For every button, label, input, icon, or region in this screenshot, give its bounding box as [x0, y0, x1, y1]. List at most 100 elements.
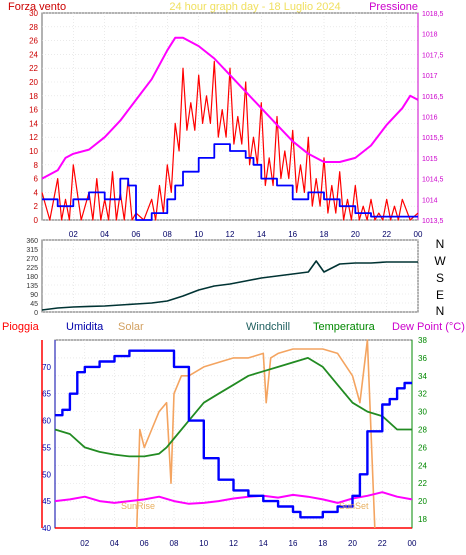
y-tick-label-left: 24 — [29, 50, 38, 59]
y-tick-label-left: 18 — [29, 92, 38, 101]
x-tick-label: 16 — [289, 539, 298, 548]
y-tick-label-left: 60 — [42, 417, 51, 426]
panel-temp-right-axis: 18 20 22 24 26 28 30 32 34 36 38 — [411, 336, 427, 528]
dir-label-n-top: N — [436, 237, 445, 251]
dir-label-s: S — [436, 271, 444, 285]
panel-direction-series — [41, 260, 418, 311]
x-tick-label: 18 — [318, 539, 327, 548]
y-tick-label-right: 22 — [418, 479, 427, 488]
y-tick-label-right: 30 — [418, 408, 427, 417]
center-title: 24 hour graph day - 18 Luglio 2024 — [169, 1, 340, 13]
y-tick-label-left: 12 — [29, 133, 38, 142]
y-tick-label-right: 38 — [418, 336, 427, 345]
y-tick-label-left: 10 — [29, 147, 38, 156]
y-tick-label-left: 40 — [42, 524, 51, 533]
x-tick-label: 20 — [351, 230, 360, 239]
x-tick-label: 10 — [199, 539, 208, 548]
panel-temp-annotations: SunRise SunSet — [121, 501, 369, 511]
right-title: Pressione — [369, 1, 418, 13]
series-wind-direction — [41, 260, 418, 311]
dir-label-w: W — [434, 254, 446, 268]
series-humidity — [55, 349, 412, 519]
y-tick-label-left: 50 — [42, 470, 51, 479]
y-tick-label-right: 1014,5 — [422, 177, 444, 184]
y-tick-label-right: 20 — [418, 497, 427, 506]
sunrise-label: SunRise — [121, 501, 155, 511]
dir-label-n-bottom: N — [436, 304, 445, 318]
y-tick-label-right: 1018,5 — [422, 11, 444, 18]
x-tick-label: 06 — [140, 539, 149, 548]
y-tick-label-right: 1015 — [422, 156, 438, 163]
y-tick-label-left: 135 — [26, 283, 38, 290]
y-tick-label-right: 26 — [418, 443, 427, 452]
panel-temp-x-axis: 02 04 06 08 10 12 14 16 18 20 22 00 — [80, 539, 417, 548]
x-tick-label: 20 — [348, 539, 357, 548]
y-tick-label-right: 1016 — [422, 115, 438, 122]
legend-dewpoint: Dew Point (°C) — [392, 321, 465, 333]
panel-temp-left-axis: 40 45 50 55 60 65 70 — [42, 340, 56, 533]
panel-direction-compass-labels: N W S E N — [434, 237, 446, 318]
y-tick-label-left: 8 — [34, 161, 39, 170]
left-title: Forza vento — [8, 1, 66, 13]
series-solar — [136, 339, 376, 529]
x-tick-label: 04 — [100, 230, 109, 239]
y-tick-label-left: 315 — [26, 247, 38, 254]
x-tick-label: 00 — [408, 539, 417, 548]
y-tick-label-right: 24 — [418, 461, 427, 470]
panel-wind-series — [41, 36, 419, 221]
x-tick-label: 08 — [163, 230, 172, 239]
y-tick-label-right: 1015,5 — [422, 135, 444, 142]
y-tick-label-right: 18 — [418, 515, 427, 524]
x-tick-label: 06 — [132, 230, 141, 239]
x-tick-label: 10 — [194, 230, 203, 239]
y-tick-label-left: 28 — [29, 23, 38, 32]
y-tick-label-left: 30 — [29, 9, 38, 18]
y-tick-label-left: 45 — [30, 301, 38, 308]
panel-temp-series — [54, 339, 413, 529]
x-tick-label: 14 — [259, 539, 268, 548]
legend-temperatura: Temperatura — [313, 321, 376, 333]
dir-label-e: E — [436, 288, 444, 302]
panel-temp-legend: Pioggia Umidita Solar Windchill Temperat… — [2, 321, 465, 333]
x-tick-label: 12 — [226, 230, 235, 239]
x-tick-label: 14 — [257, 230, 266, 239]
y-tick-label-right: 1013,5 — [422, 218, 444, 225]
legend-windchill: Windchill — [246, 321, 290, 333]
y-tick-label-left: 70 — [42, 363, 51, 372]
y-tick-label-left: 16 — [29, 106, 38, 115]
y-tick-label-right: 32 — [418, 390, 427, 399]
x-tick-label: 22 — [378, 539, 387, 548]
x-tick-label: 02 — [80, 539, 89, 548]
y-tick-label-left: 6 — [34, 175, 39, 184]
y-tick-label-right: 1018 — [422, 32, 438, 39]
legend-pioggia: Pioggia — [2, 321, 40, 333]
x-tick-label: 08 — [170, 539, 179, 548]
series-temperature — [54, 356, 412, 458]
x-tick-label: 16 — [288, 230, 297, 239]
y-tick-label-left: 270 — [26, 256, 38, 263]
y-tick-label-left: 225 — [26, 265, 38, 272]
panel-direction-grid — [42, 239, 419, 313]
series-pressure — [41, 36, 419, 180]
legend-solar: Solar — [118, 321, 144, 333]
x-tick-label: 00 — [414, 230, 423, 239]
y-tick-label-left: 26 — [29, 37, 38, 46]
y-tick-label-left: 20 — [29, 78, 38, 87]
x-tick-label: 18 — [320, 230, 329, 239]
y-tick-label-left: 55 — [42, 443, 51, 452]
y-tick-label-left: 4 — [34, 188, 39, 197]
sunset-label: SunSet — [339, 501, 369, 511]
y-tick-label-right: 1014 — [422, 197, 438, 204]
y-tick-label-left: 45 — [42, 497, 51, 506]
y-tick-label-left: 0 — [34, 310, 38, 317]
x-tick-label: 02 — [69, 230, 78, 239]
y-tick-label-left: 2 — [34, 202, 39, 211]
y-tick-label-left: 0 — [34, 216, 39, 225]
y-tick-label-right: 34 — [418, 372, 427, 381]
y-tick-label-right: 36 — [418, 354, 427, 363]
y-tick-label-right: 1016,5 — [422, 94, 444, 101]
panel-wind-x-axis: 02 04 06 08 10 12 14 16 18 20 22 00 — [69, 230, 423, 239]
series-wind-gust — [41, 60, 419, 221]
